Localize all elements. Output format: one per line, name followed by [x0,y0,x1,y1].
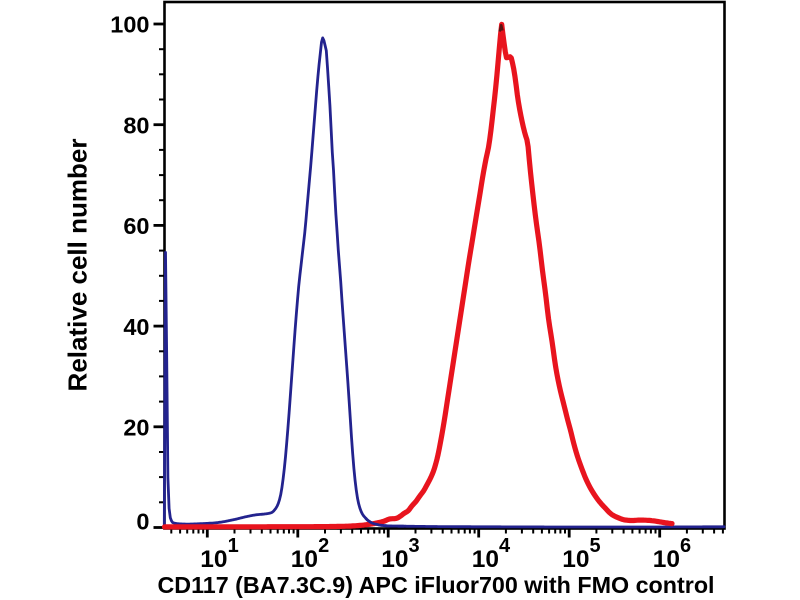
svg-text:60: 60 [123,213,149,239]
svg-text:100: 100 [110,12,149,38]
svg-text:80: 80 [123,112,149,138]
svg-text:CD117 (BA7.3C.9) APC iFluor700: CD117 (BA7.3C.9) APC iFluor700 with FMO … [157,572,714,598]
svg-text:20: 20 [123,415,149,441]
svg-text:0: 0 [136,508,149,534]
svg-text:Relative cell number: Relative cell number [63,139,93,392]
svg-text:40: 40 [123,314,149,340]
